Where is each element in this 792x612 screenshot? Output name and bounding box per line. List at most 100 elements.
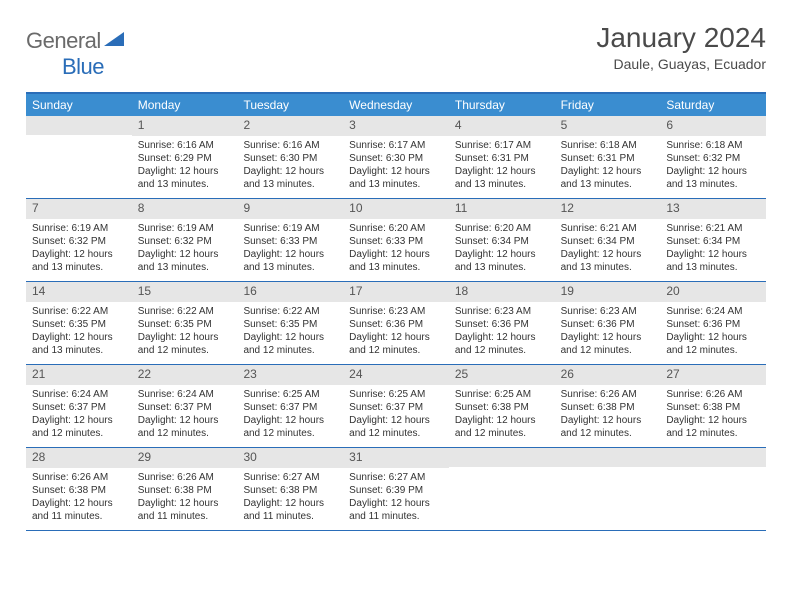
sunset-text: Sunset: 6:35 PM [32, 318, 126, 331]
sunrise-text: Sunrise: 6:22 AM [138, 305, 232, 318]
sunset-text: Sunset: 6:36 PM [455, 318, 549, 331]
day-number: 25 [449, 365, 555, 385]
sunrise-text: Sunrise: 6:26 AM [32, 471, 126, 484]
sunrise-text: Sunrise: 6:23 AM [455, 305, 549, 318]
day-number [26, 116, 132, 135]
day-content: Sunrise: 6:17 AMSunset: 6:30 PMDaylight:… [343, 136, 449, 196]
day-content: Sunrise: 6:17 AMSunset: 6:31 PMDaylight:… [449, 136, 555, 196]
day-number: 28 [26, 448, 132, 468]
day-number [555, 448, 661, 467]
day-cell: 31Sunrise: 6:27 AMSunset: 6:39 PMDayligh… [343, 448, 449, 530]
daylight-text: Daylight: 12 hours and 12 minutes. [455, 414, 549, 440]
day-cell [26, 116, 132, 198]
sunrise-text: Sunrise: 6:20 AM [455, 222, 549, 235]
sunrise-text: Sunrise: 6:27 AM [243, 471, 337, 484]
day-number: 9 [237, 199, 343, 219]
daylight-text: Daylight: 12 hours and 12 minutes. [138, 331, 232, 357]
day-number: 15 [132, 282, 238, 302]
sunrise-text: Sunrise: 6:23 AM [349, 305, 443, 318]
daylight-text: Daylight: 12 hours and 11 minutes. [32, 497, 126, 523]
day-number: 8 [132, 199, 238, 219]
sunrise-text: Sunrise: 6:21 AM [666, 222, 760, 235]
sunrise-text: Sunrise: 6:27 AM [349, 471, 443, 484]
sunset-text: Sunset: 6:34 PM [455, 235, 549, 248]
daylight-text: Daylight: 12 hours and 13 minutes. [32, 248, 126, 274]
day-cell: 7Sunrise: 6:19 AMSunset: 6:32 PMDaylight… [26, 199, 132, 281]
sunset-text: Sunset: 6:35 PM [243, 318, 337, 331]
day-cell: 13Sunrise: 6:21 AMSunset: 6:34 PMDayligh… [660, 199, 766, 281]
day-content: Sunrise: 6:18 AMSunset: 6:31 PMDaylight:… [555, 136, 661, 196]
week-row: 7Sunrise: 6:19 AMSunset: 6:32 PMDaylight… [26, 199, 766, 282]
sunset-text: Sunset: 6:32 PM [32, 235, 126, 248]
sunrise-text: Sunrise: 6:25 AM [455, 388, 549, 401]
sunrise-text: Sunrise: 6:19 AM [138, 222, 232, 235]
daylight-text: Daylight: 12 hours and 13 minutes. [349, 165, 443, 191]
daylight-text: Daylight: 12 hours and 12 minutes. [561, 414, 655, 440]
sunrise-text: Sunrise: 6:24 AM [32, 388, 126, 401]
day-cell: 1Sunrise: 6:16 AMSunset: 6:29 PMDaylight… [132, 116, 238, 198]
sunrise-text: Sunrise: 6:17 AM [349, 139, 443, 152]
week-row: 14Sunrise: 6:22 AMSunset: 6:35 PMDayligh… [26, 282, 766, 365]
day-content: Sunrise: 6:21 AMSunset: 6:34 PMDaylight:… [555, 219, 661, 279]
day-number: 22 [132, 365, 238, 385]
sunset-text: Sunset: 6:38 PM [138, 484, 232, 497]
sunset-text: Sunset: 6:37 PM [32, 401, 126, 414]
sunrise-text: Sunrise: 6:20 AM [349, 222, 443, 235]
weekday-header: Tuesday [237, 94, 343, 116]
day-content: Sunrise: 6:24 AMSunset: 6:36 PMDaylight:… [660, 302, 766, 362]
day-number: 21 [26, 365, 132, 385]
sunrise-text: Sunrise: 6:21 AM [561, 222, 655, 235]
daylight-text: Daylight: 12 hours and 12 minutes. [666, 414, 760, 440]
sunset-text: Sunset: 6:37 PM [243, 401, 337, 414]
weekday-header: Sunday [26, 94, 132, 116]
day-cell: 19Sunrise: 6:23 AMSunset: 6:36 PMDayligh… [555, 282, 661, 364]
day-cell: 26Sunrise: 6:26 AMSunset: 6:38 PMDayligh… [555, 365, 661, 447]
sunrise-text: Sunrise: 6:22 AM [243, 305, 337, 318]
daylight-text: Daylight: 12 hours and 11 minutes. [349, 497, 443, 523]
day-cell: 8Sunrise: 6:19 AMSunset: 6:32 PMDaylight… [132, 199, 238, 281]
day-content: Sunrise: 6:26 AMSunset: 6:38 PMDaylight:… [555, 385, 661, 445]
day-number: 1 [132, 116, 238, 136]
sunset-text: Sunset: 6:34 PM [561, 235, 655, 248]
logo-text-general: General [26, 28, 101, 54]
sunset-text: Sunset: 6:38 PM [243, 484, 337, 497]
day-cell: 22Sunrise: 6:24 AMSunset: 6:37 PMDayligh… [132, 365, 238, 447]
sunset-text: Sunset: 6:39 PM [349, 484, 443, 497]
day-content: Sunrise: 6:23 AMSunset: 6:36 PMDaylight:… [449, 302, 555, 362]
day-content: Sunrise: 6:19 AMSunset: 6:33 PMDaylight:… [237, 219, 343, 279]
daylight-text: Daylight: 12 hours and 12 minutes. [138, 414, 232, 440]
sunset-text: Sunset: 6:33 PM [349, 235, 443, 248]
daylight-text: Daylight: 12 hours and 13 minutes. [561, 165, 655, 191]
day-cell: 3Sunrise: 6:17 AMSunset: 6:30 PMDaylight… [343, 116, 449, 198]
weekday-header: Thursday [449, 94, 555, 116]
day-number: 13 [660, 199, 766, 219]
day-number: 17 [343, 282, 449, 302]
daylight-text: Daylight: 12 hours and 12 minutes. [243, 331, 337, 357]
sunrise-text: Sunrise: 6:24 AM [138, 388, 232, 401]
day-number: 20 [660, 282, 766, 302]
month-title: January 2024 [596, 22, 766, 54]
day-content: Sunrise: 6:26 AMSunset: 6:38 PMDaylight:… [660, 385, 766, 445]
day-number: 19 [555, 282, 661, 302]
day-number: 24 [343, 365, 449, 385]
day-number: 3 [343, 116, 449, 136]
day-number: 7 [26, 199, 132, 219]
sunset-text: Sunset: 6:36 PM [666, 318, 760, 331]
logo: General [26, 22, 129, 54]
daylight-text: Daylight: 12 hours and 13 minutes. [455, 248, 549, 274]
sunset-text: Sunset: 6:36 PM [561, 318, 655, 331]
day-cell: 20Sunrise: 6:24 AMSunset: 6:36 PMDayligh… [660, 282, 766, 364]
day-content: Sunrise: 6:26 AMSunset: 6:38 PMDaylight:… [132, 468, 238, 528]
daylight-text: Daylight: 12 hours and 12 minutes. [32, 414, 126, 440]
day-cell: 21 Sunrise: 6:24 AMSunset: 6:37 PMDayligh… [26, 365, 132, 447]
sunset-text: Sunset: 6:38 PM [666, 401, 760, 414]
day-cell: 24Sunrise: 6:25 AMSunset: 6:37 PMDayligh… [343, 365, 449, 447]
sunset-text: Sunset: 6:30 PM [349, 152, 443, 165]
day-content: Sunrise: 6:27 AMSunset: 6:38 PMDaylight:… [237, 468, 343, 528]
day-cell: 16Sunrise: 6:22 AMSunset: 6:35 PMDayligh… [237, 282, 343, 364]
week-row: 1Sunrise: 6:16 AMSunset: 6:29 PMDaylight… [26, 116, 766, 199]
day-content: Sunrise: 6:22 AMSunset: 6:35 PMDaylight:… [132, 302, 238, 362]
sunset-text: Sunset: 6:36 PM [349, 318, 443, 331]
weekday-header: Wednesday [343, 94, 449, 116]
sunset-text: Sunset: 6:38 PM [561, 401, 655, 414]
